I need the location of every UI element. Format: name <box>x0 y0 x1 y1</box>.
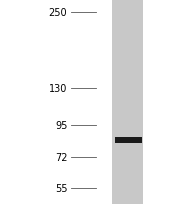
Text: 130: 130 <box>49 84 67 94</box>
Text: 55: 55 <box>55 183 67 193</box>
Bar <box>112 0 143 204</box>
Text: 95: 95 <box>55 120 67 130</box>
Bar <box>115 138 142 144</box>
Text: 72: 72 <box>55 152 67 162</box>
Text: 250: 250 <box>49 8 67 18</box>
